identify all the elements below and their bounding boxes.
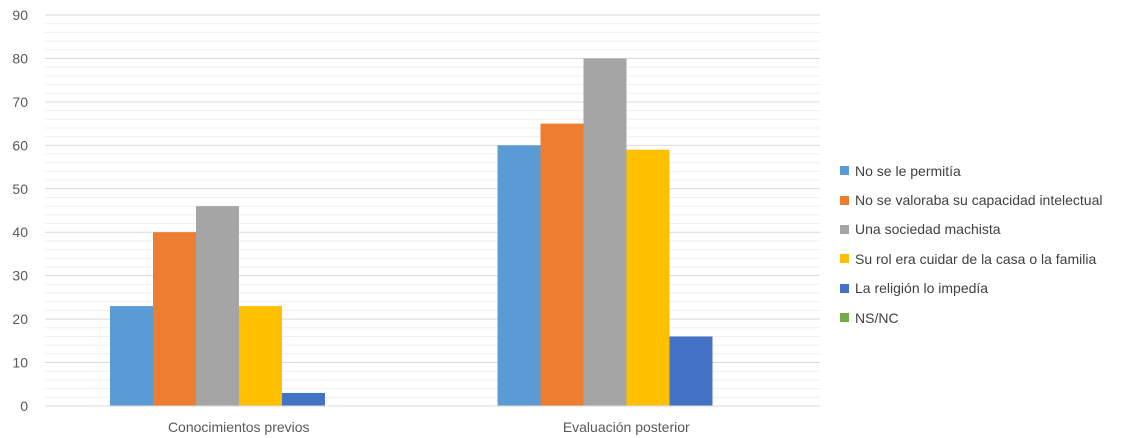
bar-0-3 [239, 306, 282, 406]
legend-label: No se le permitía [855, 162, 961, 179]
legend: No se le permitía No se valoraba su capac… [840, 156, 1103, 332]
legend-item: Una sociedad machista [840, 215, 1103, 244]
y-tick-label: 60 [12, 137, 28, 153]
legend-swatch [840, 224, 849, 234]
bar-0-2 [196, 206, 239, 406]
y-tick-label: 70 [12, 94, 28, 110]
bar-1-2 [583, 58, 627, 406]
legend-item: No se le permitía [840, 156, 1103, 185]
x-category-label: Evaluación posterior [563, 419, 690, 435]
bar-1-4 [669, 336, 713, 406]
legend-swatch [840, 313, 849, 323]
legend-label: No se valoraba su capacidad intelectual [855, 192, 1103, 209]
bar-1-3 [626, 149, 670, 406]
y-tick-label: 40 [12, 224, 28, 240]
bars [110, 58, 713, 407]
bar-1-1 [540, 123, 584, 406]
bar-0-0 [110, 306, 153, 406]
bar-0-1 [153, 232, 196, 406]
x-axis-categories: Conocimientos previos Evaluación posterio… [168, 419, 690, 435]
y-tick-label: 30 [12, 268, 28, 284]
legend-item: NS/NC [840, 303, 1103, 332]
legend-label: La religión lo impedía [855, 280, 989, 297]
legend-label: NS/NC [855, 309, 899, 326]
y-tick-label: 0 [20, 398, 28, 414]
legend-item: Su rol era cuidar de la casa o la famili… [840, 244, 1103, 273]
legend-label: Su rol era cuidar de la casa o la famili… [855, 250, 1097, 267]
y-axis-ticks: 0 10 20 30 40 50 60 70 80 90 [12, 7, 28, 414]
y-tick-label: 10 [12, 355, 28, 371]
x-category-label: Conocimientos previos [168, 419, 310, 435]
y-tick-label: 20 [12, 311, 28, 327]
legend-item: La religión lo impedía [840, 274, 1103, 303]
legend-swatch [840, 166, 849, 176]
y-tick-label: 90 [12, 7, 28, 23]
legend-label: Una sociedad machista [855, 221, 1001, 238]
y-tick-label: 50 [12, 181, 28, 197]
legend-swatch [840, 254, 849, 264]
legend-swatch [840, 283, 849, 293]
legend-item: No se valoraba su capacidad intelectual [840, 185, 1103, 214]
legend-swatch [840, 195, 849, 205]
bar-1-0 [497, 145, 541, 407]
y-tick-label: 80 [12, 50, 28, 66]
bar-0-4 [282, 392, 325, 406]
